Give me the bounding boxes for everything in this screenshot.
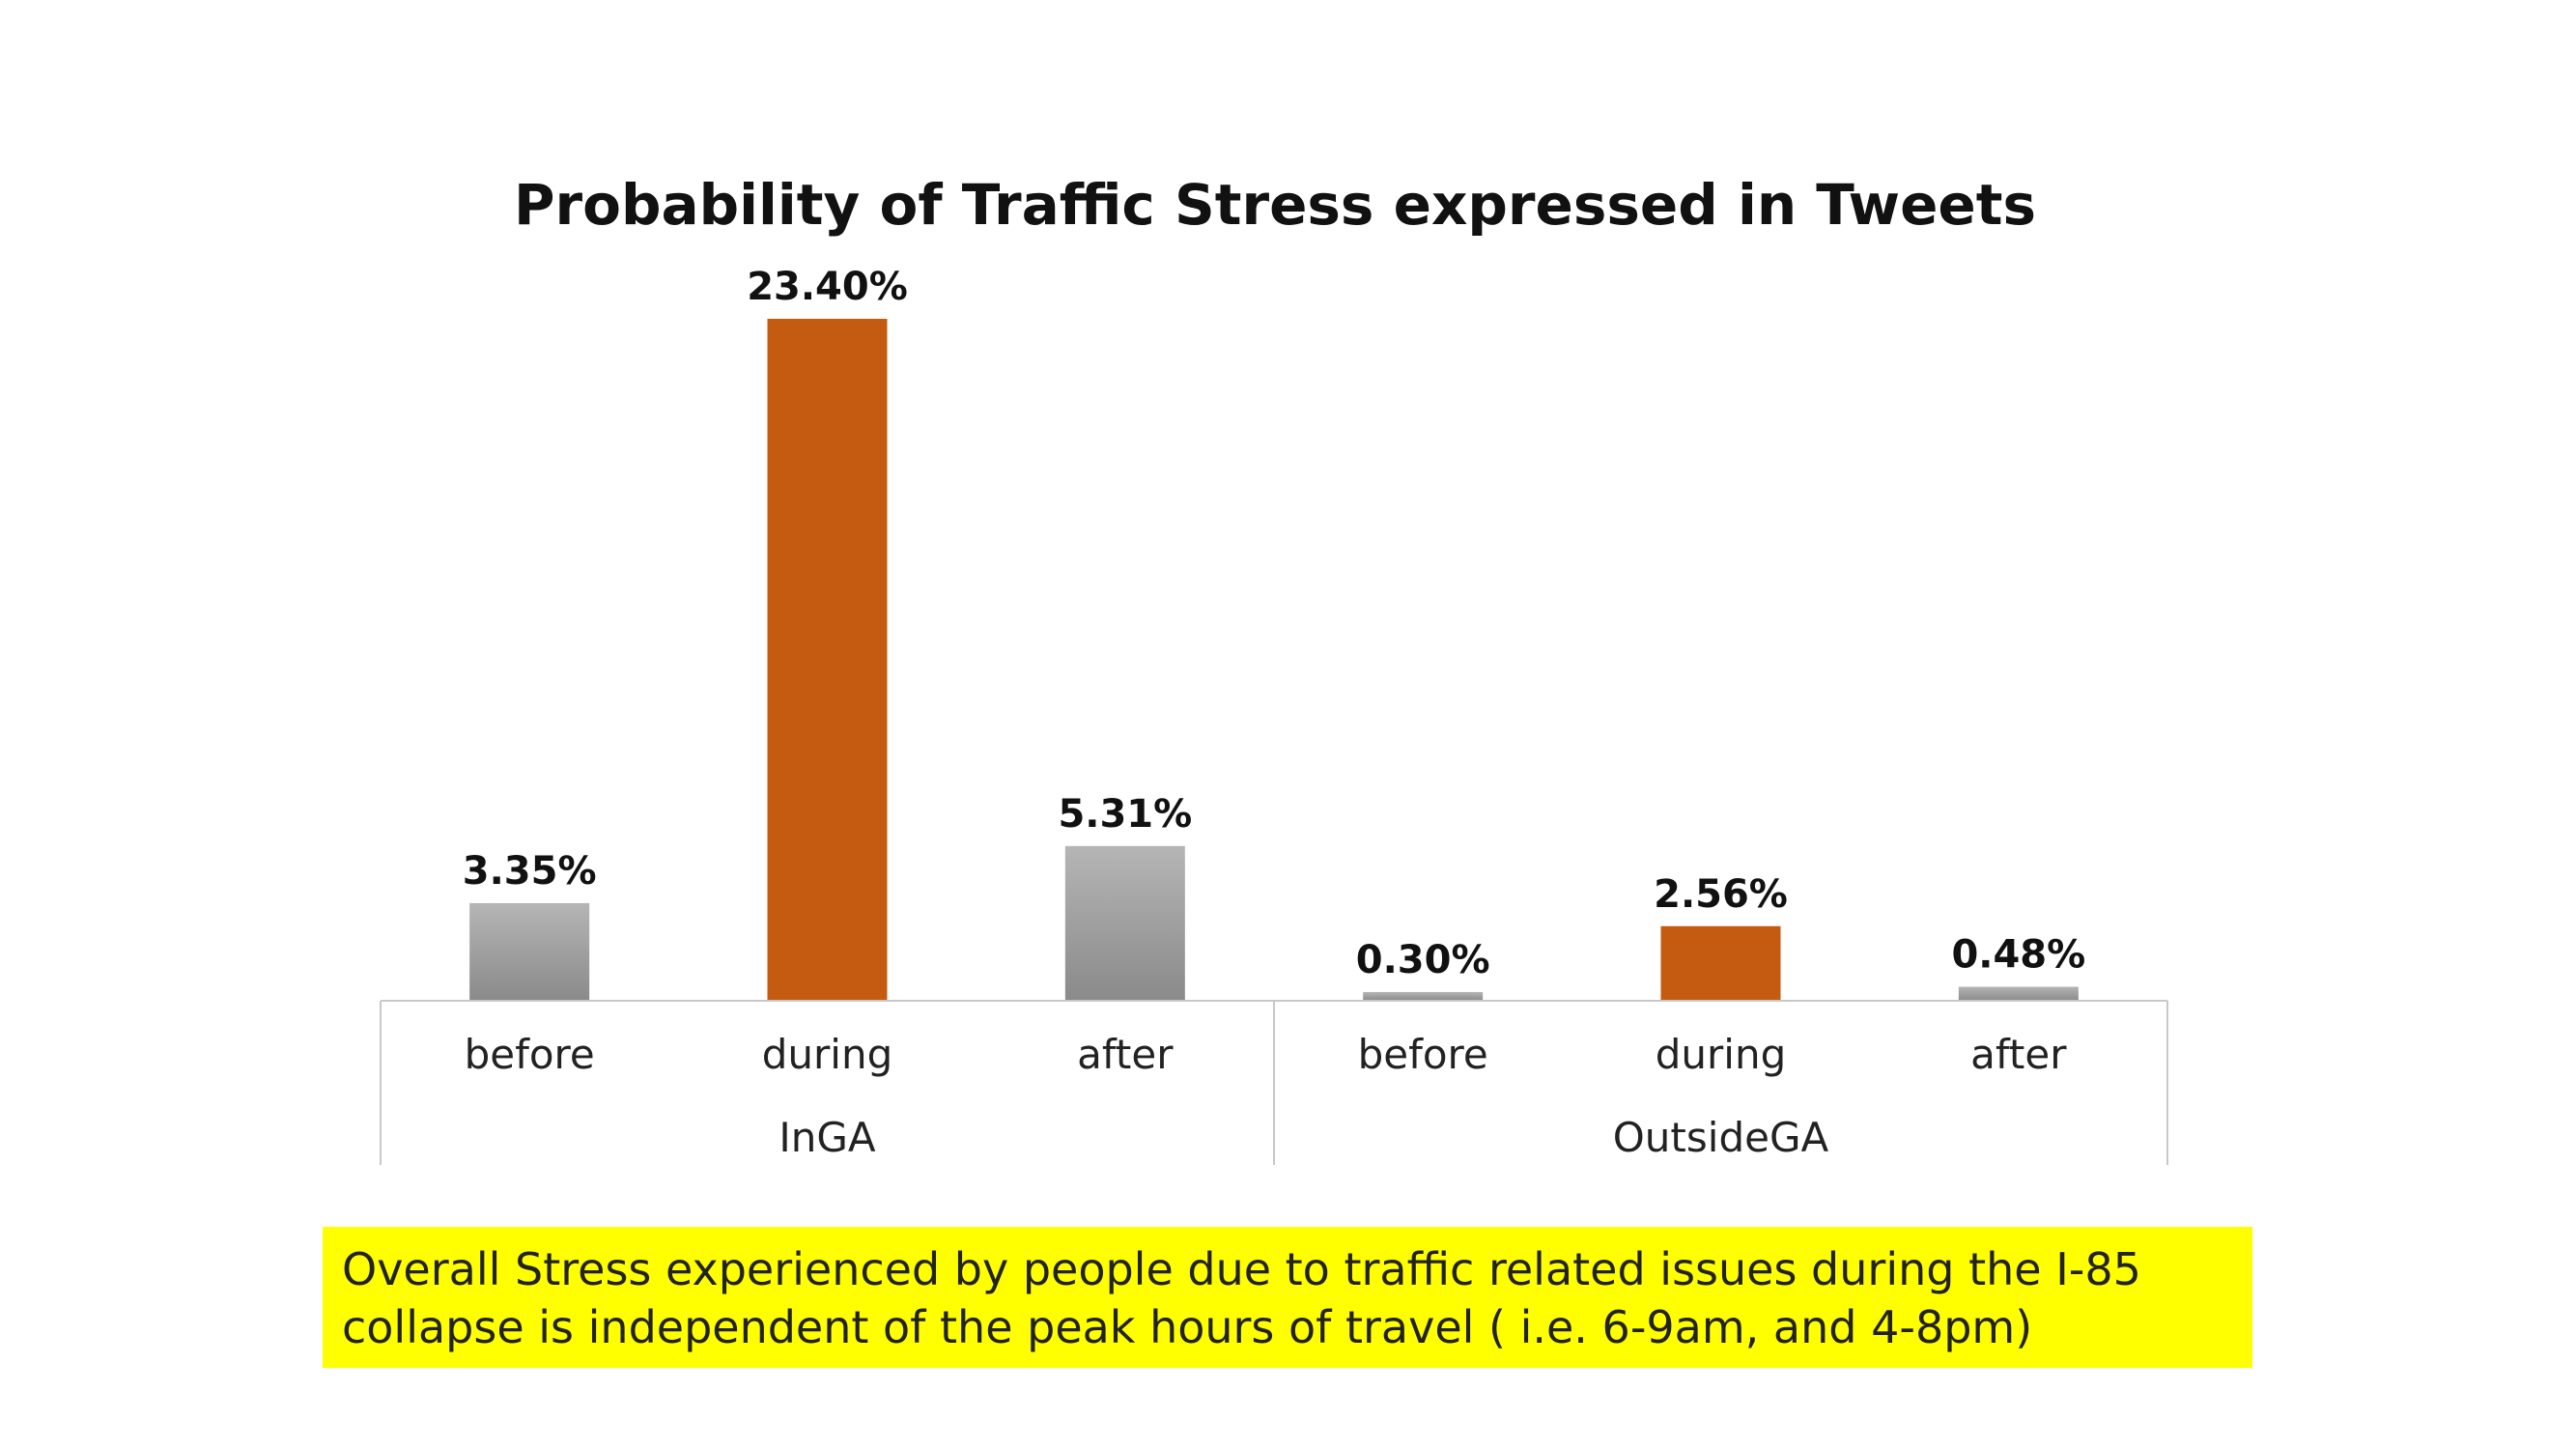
bar-inga-after — [1064, 845, 1185, 1001]
chart-title: Probability of Traffic Stress expressed … — [514, 172, 2036, 238]
value-label-outsidega-after: 0.48% — [1951, 933, 2085, 978]
value-label-inga-after: 5.31% — [1058, 792, 1192, 837]
tick-label-outsidega-during: during — [1656, 1031, 1787, 1078]
value-label-inga-during: 23.40% — [747, 265, 908, 309]
tick-label-inga-during: during — [762, 1031, 893, 1078]
tick-label-inga-before: before — [465, 1031, 595, 1078]
value-label-outsidega-before: 0.30% — [1356, 938, 1490, 982]
summary-note: Overall Stress experienced by people due… — [323, 1227, 2252, 1368]
summary-note-line-2: collapse is independent of the peak hour… — [342, 1301, 2033, 1353]
bars-layer: 3.35% 23.40% 5.31% 0.30% 2.56% 0.48% — [463, 265, 2085, 1001]
tick-label-outsidega-after: after — [1970, 1031, 2067, 1078]
tick-label-inga-after: after — [1077, 1031, 1174, 1078]
group-label-outsidega: OutsideGA — [1613, 1114, 1829, 1161]
category-axis: before during after InGA before during after Ou… — [380, 1000, 2168, 1165]
bar-inga-before — [469, 902, 590, 1001]
tick-label-outsidega-before: before — [1358, 1031, 1488, 1078]
bar-inga-during — [767, 319, 888, 1001]
bar-outsidega-during — [1660, 925, 1781, 1001]
summary-note-line-1: Overall Stress experienced by people due… — [342, 1243, 2141, 1295]
bar-outsidega-after — [1958, 986, 2079, 1001]
value-label-inga-before: 3.35% — [463, 849, 597, 894]
bar-outsidega-before — [1363, 991, 1484, 1001]
group-label-inga: InGA — [778, 1114, 876, 1161]
value-label-outsidega-during: 2.56% — [1654, 872, 1788, 917]
